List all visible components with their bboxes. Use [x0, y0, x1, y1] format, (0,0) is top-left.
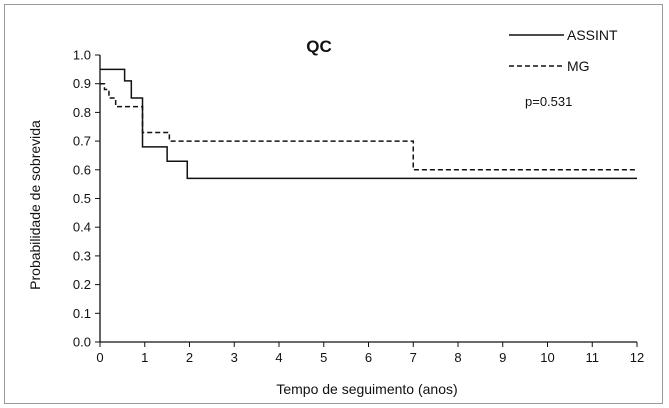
x-tick-label: 3: [231, 350, 238, 365]
y-tick-label: 0.4: [73, 220, 91, 235]
x-axis-label: Tempo de seguimento (anos): [276, 381, 457, 397]
x-tick-label: 0: [96, 350, 103, 365]
x-tick-label: 10: [540, 350, 554, 365]
legend-label-mg: MG: [567, 58, 590, 74]
x-tick-label: 7: [410, 350, 417, 365]
x-tick-label: 4: [275, 350, 282, 365]
y-axis-label: Probabilidade de sobrevida: [27, 120, 43, 290]
y-tick-label: 1.0: [73, 48, 91, 63]
legend-label-assint: ASSINT: [567, 27, 618, 43]
y-tick-label: 0.2: [73, 277, 91, 292]
legend: ASSINT MG: [509, 27, 618, 74]
y-tick-label: 0.6: [73, 162, 91, 177]
y-tick-label: 0.9: [73, 76, 91, 91]
x-tick-label: 11: [586, 350, 600, 365]
chart-title: QC: [306, 37, 332, 56]
y-tick-label: 0.8: [73, 105, 91, 120]
p-value-annotation: p=0.531: [525, 94, 572, 109]
x-tick-label: 2: [186, 350, 193, 365]
axes: 0 1 2 3 4 5 6 7 8 9 10 11 120.00.10.20.30.40.50.60.7…: [73, 48, 644, 366]
y-tick-label: 0.0: [73, 335, 91, 350]
x-tick-label: 1: [141, 350, 148, 365]
chart-frame: [4, 4, 663, 404]
series-line-mg: [100, 82, 637, 171]
y-tick-label: 0.3: [73, 248, 91, 263]
y-tick-label: 0.7: [73, 134, 91, 149]
y-tick-label: 0.5: [73, 191, 91, 206]
series-line-assint: [100, 68, 637, 180]
x-tick-label: 8: [454, 350, 461, 365]
series-layer: [100, 68, 637, 180]
y-tick-label: 0.1: [73, 306, 91, 321]
x-tick-label: 6: [365, 350, 372, 365]
x-tick-label: 5: [320, 350, 327, 365]
x-tick-label: 12: [630, 350, 644, 365]
x-tick-label: 9: [499, 350, 506, 365]
